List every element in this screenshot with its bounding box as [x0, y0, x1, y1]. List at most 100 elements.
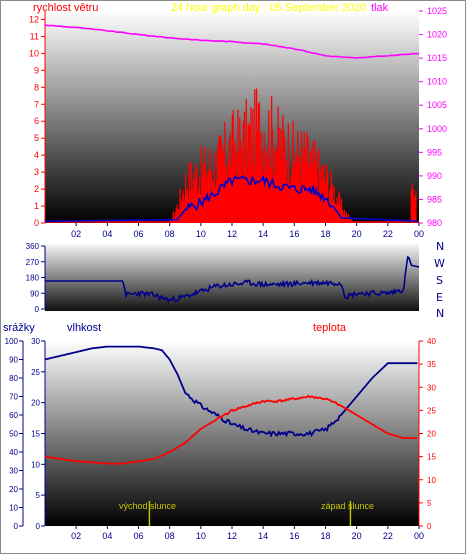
humidity-axis-tick-label: 0	[14, 522, 19, 531]
right-axis-tick-label: 1005	[427, 100, 447, 110]
humidity-axis-tick-label: 40	[9, 448, 18, 457]
rain-axis-tick-label: 25	[31, 368, 40, 377]
x-axis-tick-label: 02	[71, 229, 81, 239]
humidity-axis-tick-label: 10	[9, 504, 18, 513]
x-axis-tick-label: 08	[165, 229, 175, 239]
rain-axis-tick-label: 5	[36, 491, 41, 500]
bottom-x-axis-tick-label: 12	[227, 531, 237, 541]
compass-label: N	[436, 240, 444, 253]
bottom-plot-area	[45, 341, 419, 526]
x-axis-tick-label: 06	[133, 229, 143, 239]
right-axis-tick-label: 990	[427, 171, 442, 181]
sunrise-label: východ slunce	[119, 501, 176, 511]
temperature-axis-tick-label: 20	[427, 430, 436, 439]
x-axis-tick-label: 12	[227, 229, 237, 239]
bottom-x-axis-tick-label: 14	[258, 531, 268, 541]
temperature-axis-tick-label: 35	[427, 360, 436, 369]
bottom-x-axis-tick-label: 16	[289, 531, 299, 541]
bottom-x-axis-tick-label: 02	[71, 531, 81, 541]
right-axis-tick-label: 995	[427, 147, 442, 157]
temperature-axis-tick-label: 0	[427, 522, 432, 531]
temperature-axis-tick-label: 5	[427, 499, 432, 508]
left-axis-tick-label: 12	[29, 14, 39, 24]
compass-label: S	[436, 274, 443, 287]
right-axis-tick-label: 1000	[427, 124, 447, 134]
humidity-axis-tick-label: 20	[9, 485, 18, 494]
x-axis-tick-label: 20	[352, 229, 362, 239]
left-axis-tick-label: 6	[34, 116, 39, 126]
sunset-label: západ slunce	[321, 501, 374, 511]
rain-axis-label: srážky	[3, 322, 35, 334]
left-axis-tick-label: 1	[34, 201, 39, 211]
average-wind-line	[45, 174, 418, 223]
bottom-x-axis-tick-label: 08	[165, 531, 175, 541]
bottom-x-axis-tick-label: 22	[383, 531, 393, 541]
rain-axis-tick-label: 20	[31, 399, 40, 408]
top-left-axis-label: rychlost větru	[33, 2, 98, 14]
temperature-axis-tick-label: 10	[427, 476, 436, 485]
humidity-axis-tick-label: 30	[9, 467, 18, 476]
middle-plot-area	[45, 244, 419, 311]
x-axis-tick-label: 14	[258, 229, 268, 239]
compass-label: W	[434, 257, 445, 270]
humidity-axis-tick-label: 100	[5, 337, 19, 346]
right-axis-tick-label: 1025	[427, 6, 447, 16]
left-axis-tick-label: 11	[30, 31, 39, 41]
bottom-x-axis-tick-label: 00	[414, 531, 424, 541]
temperature-axis-tick-label: 40	[427, 337, 436, 346]
bottom-x-axis-tick-label: 20	[352, 531, 362, 541]
direction-axis-tick-label: 360	[26, 242, 40, 251]
compass-labels: N W S E N	[434, 240, 445, 320]
chart-marks: 0123456789101112980985990995100010051010…	[5, 6, 447, 541]
rain-axis-tick-label: 30	[31, 337, 40, 346]
left-axis-tick-label: 5	[34, 133, 39, 143]
bottom-x-axis-tick-label: 10	[196, 531, 206, 541]
direction-axis-tick-label: 90	[30, 289, 39, 298]
rain-axis-tick-label: 0	[36, 522, 41, 531]
humidity-line	[44, 345, 418, 438]
right-axis-tick-label: 1010	[427, 77, 447, 87]
left-axis-tick-label: 2	[34, 184, 39, 194]
bottom-x-axis-tick-label: 04	[102, 531, 112, 541]
temperature-line	[44, 394, 418, 465]
left-axis-tick-label: 9	[34, 65, 39, 75]
humidity-axis-tick-label: 70	[9, 393, 18, 402]
right-axis-tick-label: 1015	[427, 53, 447, 63]
humidity-axis-tick-label: 80	[9, 374, 18, 383]
x-axis-tick-label: 10	[196, 229, 206, 239]
humidity-axis-tick-label: 90	[9, 356, 18, 365]
left-axis-tick-label: 7	[34, 99, 39, 109]
bottom-x-axis-tick-label: 18	[320, 531, 330, 541]
left-axis-tick-label: 10	[29, 48, 39, 58]
humidity-axis-tick-label: 50	[9, 430, 18, 439]
humidity-axis-tick-label: 60	[9, 411, 18, 420]
x-axis-tick-label: 22	[383, 229, 393, 239]
temperature-axis-tick-label: 30	[427, 383, 436, 392]
direction-axis-tick-label: 180	[26, 274, 40, 283]
left-axis-tick-label: 0	[34, 218, 39, 228]
right-axis-tick-label: 1020	[427, 30, 447, 40]
right-axis-tick-label: 980	[427, 218, 442, 228]
left-axis-tick-label: 3	[34, 167, 39, 177]
temperature-axis-tick-label: 15	[427, 453, 436, 462]
compass-label: N	[436, 307, 444, 320]
x-axis-tick-label: 16	[289, 229, 299, 239]
wind-direction-line	[45, 255, 420, 304]
chart-title: 24 hour graph day : 05 September 2020	[171, 2, 366, 14]
direction-axis-tick-label: 0	[35, 305, 40, 314]
x-axis-tick-label: 18	[320, 229, 330, 239]
right-axis-tick-label: 985	[427, 194, 442, 204]
bottom-x-axis-tick-label: 06	[133, 531, 143, 541]
pressure-line	[44, 24, 420, 59]
temperature-axis-tick-label: 25	[427, 406, 436, 415]
top-right-axis-label: tlak	[371, 2, 389, 14]
temperature-axis-label: teplota	[313, 322, 347, 334]
x-axis-tick-label: 04	[102, 229, 112, 239]
rain-axis-tick-label: 10	[31, 460, 40, 469]
rain-axis-tick-label: 15	[31, 430, 40, 439]
left-axis-tick-label: 4	[34, 150, 39, 160]
x-axis-tick-label: 00	[414, 229, 424, 239]
left-axis-tick-label: 8	[34, 82, 39, 92]
